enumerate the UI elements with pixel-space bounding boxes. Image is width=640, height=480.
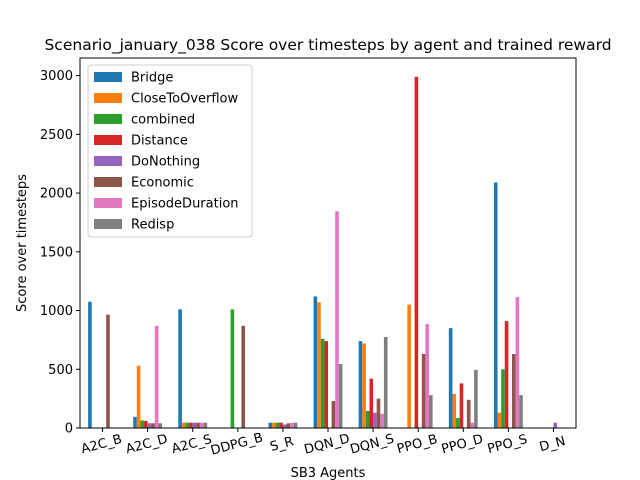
bar-Distance-A2C_S — [189, 422, 193, 428]
legend-label-DoNothing: DoNothing — [131, 155, 200, 170]
x-tick-label: S_R — [269, 434, 296, 455]
bar-EpisodeDuration-A2C_S — [199, 422, 204, 428]
bar-Distance-DQN_S — [369, 378, 374, 428]
legend-label-Redisp: Redisp — [131, 218, 174, 233]
bar-CloseToOverflow-DQN_D — [317, 302, 321, 428]
legend: Bridge CloseToOverflow combined Distance DoN… — [87, 64, 253, 238]
bar-Redisp-A2C_D — [158, 423, 163, 428]
bar-combined-PPO_D — [456, 418, 460, 428]
bar-DoNothing-A2C_S — [192, 422, 197, 428]
bar-combined-A2C_D — [140, 420, 145, 428]
bar-DoNothing-S_R — [282, 424, 287, 428]
bar-Economic-PPO_D — [466, 399, 471, 428]
legend-swatch-Redisp — [94, 219, 122, 229]
bar-Economic-S_R — [286, 423, 291, 428]
bar-CloseToOverflow-S_R — [272, 422, 276, 428]
legend-swatch-DoNothing — [94, 156, 122, 166]
bar-Distance-S_R — [279, 422, 283, 428]
bar-Redisp-S_R — [293, 422, 298, 428]
x-tick-label: D_N — [538, 434, 567, 455]
legend-swatch-Bridge — [94, 72, 122, 82]
bar-combined-S_R — [275, 422, 280, 428]
bar-Bridge-DQN_S — [358, 341, 363, 428]
legend-swatch-Economic — [94, 177, 122, 187]
bar-Distance-PPO_B — [414, 76, 419, 428]
bar-CloseToOverflow-PPO_D — [452, 393, 457, 428]
bar-EpisodeDuration-DQN_D — [335, 211, 339, 428]
legend-box — [87, 64, 253, 238]
legend-label-EpisodeDuration: EpisodeDuration — [131, 197, 239, 212]
bar-EpisodeDuration-PPO_D — [470, 422, 475, 428]
bar-Distance-A2C_D — [144, 420, 148, 428]
bars-group — [88, 76, 558, 428]
bar-CloseToOverflow-DQN_S — [362, 343, 366, 428]
bar-combined-DQN_S — [365, 410, 370, 428]
bar-Redisp-PPO_S — [519, 395, 523, 428]
legend-label-combined: combined — [131, 113, 195, 128]
y-tick-label: 1500 — [40, 245, 73, 260]
y-tick-label: 2000 — [40, 187, 73, 202]
bar-Redisp-A2C_S — [203, 422, 208, 428]
bar-CloseToOverflow-PPO_S — [497, 412, 502, 428]
bar-Economic-PPO_B — [421, 354, 426, 428]
bar-Redisp-DQN_D — [338, 363, 343, 428]
legend-swatch-Distance — [94, 135, 122, 145]
bar-DoNothing-D_N — [553, 422, 558, 428]
bar-CloseToOverflow-A2C_D — [136, 365, 141, 428]
bar-CloseToOverflow-A2C_S — [181, 422, 186, 428]
bar-Economic-PPO_S — [511, 354, 516, 428]
bar-CloseToOverflow-PPO_B — [407, 304, 411, 428]
legend-swatch-EpisodeDuration — [94, 198, 122, 208]
bar-Economic-A2C_S — [196, 422, 200, 428]
bar-Economic-A2C_D — [151, 423, 155, 428]
bar-Bridge-A2C_D — [133, 416, 137, 428]
bar-Distance-DQN_D — [324, 341, 328, 428]
y-axis: 0 500 1000 1500 2000 2500 3000 — [40, 69, 80, 437]
legend-label-Bridge: Bridge — [131, 71, 173, 86]
bar-combined-A2C_S — [185, 422, 190, 428]
bar-Bridge-A2C_B — [88, 301, 92, 428]
bar-EpisodeDuration-S_R — [290, 422, 294, 428]
bar-combined-DDPG_B — [230, 309, 235, 428]
bar-Bridge-DQN_D — [313, 296, 318, 428]
y-tick-label: 1000 — [40, 304, 73, 319]
bar-DoNothing-DQN_S — [373, 412, 377, 428]
bar-Bridge-PPO_S — [493, 182, 498, 428]
bar-combined-PPO_S — [501, 369, 505, 428]
legend-label-CloseToOverflow: CloseToOverflow — [131, 92, 239, 107]
bar-DoNothing-A2C_D — [147, 423, 152, 428]
y-tick-label: 2500 — [40, 128, 73, 143]
bar-EpisodeDuration-DQN_S — [380, 413, 384, 428]
legend-swatch-CloseToOverflow — [94, 93, 122, 103]
y-axis-title: Score over timesteps — [15, 174, 30, 312]
bar-Economic-DQN_S — [376, 398, 381, 428]
bar-Redisp-DQN_S — [383, 336, 388, 428]
y-tick-label: 0 — [65, 422, 73, 437]
legend-label-Distance: Distance — [131, 134, 188, 149]
bar-Distance-PPO_D — [459, 383, 464, 428]
bar-Economic-DDPG_B — [241, 325, 246, 428]
chart-title: Scenario_january_038 Score over timestep… — [44, 36, 611, 55]
bar-EpisodeDuration-PPO_S — [515, 297, 520, 428]
y-tick-label: 500 — [48, 363, 73, 378]
legend-label-Economic: Economic — [131, 176, 194, 191]
bar-Economic-A2C_B — [106, 314, 110, 428]
bar-Bridge-S_R — [268, 422, 273, 428]
legend-swatch-combined — [94, 114, 122, 124]
bar-Economic-DQN_D — [331, 400, 336, 428]
bar-Distance-PPO_S — [504, 321, 509, 428]
bar-Bridge-A2C_S — [178, 309, 182, 428]
y-tick-label: 3000 — [40, 69, 73, 84]
bar-EpisodeDuration-PPO_B — [425, 324, 430, 428]
x-axis-title: SB3 Agents — [291, 466, 366, 480]
bar-Redisp-PPO_D — [474, 369, 478, 428]
bar-combined-DQN_D — [320, 338, 325, 428]
bar-Redisp-PPO_B — [429, 395, 433, 428]
bar-Bridge-PPO_D — [448, 328, 453, 428]
bar-EpisodeDuration-A2C_D — [154, 325, 159, 428]
